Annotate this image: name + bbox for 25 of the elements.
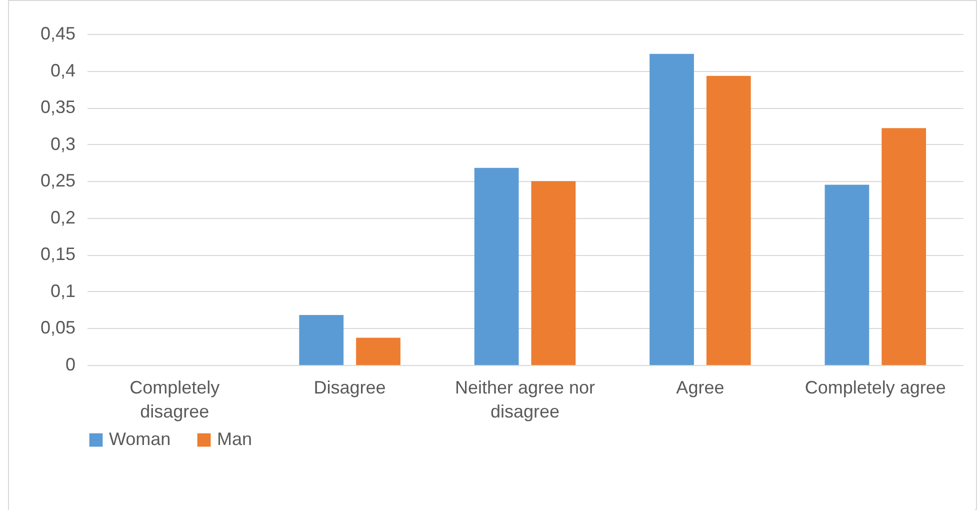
x-tick-label: Agree bbox=[676, 378, 724, 398]
x-tick-label: Neither agree nor disagree bbox=[454, 378, 596, 422]
x-tick-label: Completely disagree bbox=[130, 378, 220, 422]
legend-label: Man bbox=[217, 429, 252, 449]
bar bbox=[650, 54, 694, 365]
bar bbox=[299, 314, 344, 365]
bar bbox=[824, 184, 870, 365]
y-tick-label: 0,2 bbox=[50, 207, 76, 228]
y-tick-label: 0,4 bbox=[50, 60, 76, 80]
y-tick-label: 0,1 bbox=[50, 280, 76, 301]
bar bbox=[531, 181, 576, 365]
legend-label: Woman bbox=[109, 429, 171, 449]
bar bbox=[706, 76, 751, 365]
bar bbox=[474, 168, 519, 365]
y-tick-label: 0,35 bbox=[40, 97, 76, 118]
y-tick-label: 0,25 bbox=[40, 170, 76, 191]
y-tick-label: 0,3 bbox=[50, 134, 76, 154]
y-tick-label: 0,45 bbox=[40, 24, 76, 44]
x-tick-label: Completely agree bbox=[804, 378, 946, 398]
bar bbox=[882, 128, 926, 365]
x-tick-label: Disagree bbox=[314, 378, 386, 398]
y-tick-label: 0,15 bbox=[40, 244, 76, 264]
bar bbox=[356, 338, 400, 365]
y-tick-label: 0 bbox=[65, 354, 76, 374]
y-tick-label: 0,05 bbox=[40, 318, 76, 338]
